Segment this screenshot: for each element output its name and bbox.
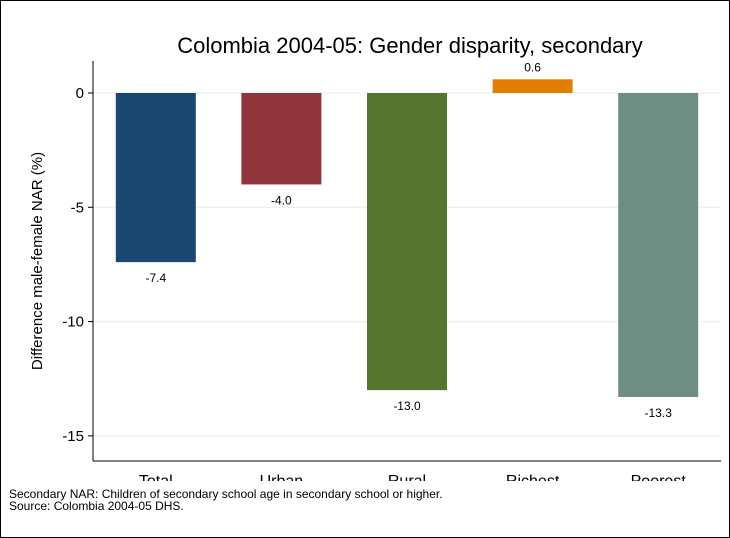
x-category-label: Total bbox=[139, 473, 173, 481]
bar-chart: Colombia 2004-05: Gender disparity, seco… bbox=[29, 33, 721, 481]
data-label: -13.0 bbox=[393, 399, 421, 413]
bar-richest bbox=[492, 79, 573, 93]
data-label: -7.4 bbox=[145, 271, 166, 285]
bar-total bbox=[115, 93, 196, 263]
bar-rural bbox=[367, 93, 447, 391]
y-tick-label: -5 bbox=[71, 199, 84, 216]
x-category-label: Poorest bbox=[631, 473, 687, 481]
bar-urban bbox=[241, 93, 322, 185]
y-tick-label: 0 bbox=[76, 85, 84, 102]
y-tick-label: -10 bbox=[62, 314, 84, 331]
y-tick-label: -15 bbox=[62, 428, 84, 445]
data-label: -4.0 bbox=[271, 193, 292, 207]
x-category-label: Urban bbox=[260, 473, 304, 481]
data-label: -13.3 bbox=[645, 406, 673, 420]
footnote: Secondary NAR: Children of secondary sch… bbox=[9, 488, 443, 512]
y-axis-title: Difference male-female NAR (%) bbox=[29, 152, 46, 370]
bar-poorest bbox=[618, 93, 699, 397]
x-category-label: Rural bbox=[388, 473, 426, 481]
chart-title: Colombia 2004-05: Gender disparity, seco… bbox=[177, 33, 643, 58]
x-axis-categories: Total Urban Rural Richest Poorest bbox=[139, 473, 686, 481]
data-label: 0.6 bbox=[524, 60, 541, 74]
bars bbox=[115, 79, 699, 397]
x-category-label: Richest bbox=[506, 473, 560, 481]
y-axis: 0 -5 -10 -15 bbox=[62, 61, 721, 462]
data-labels: -7.4 -4.0 -13.0 0.6 -13.3 bbox=[145, 60, 672, 420]
footnote-source: Source: Colombia 2004-05 DHS. bbox=[9, 499, 184, 513]
footnote-definition: Secondary NAR: Children of secondary sch… bbox=[9, 487, 443, 501]
